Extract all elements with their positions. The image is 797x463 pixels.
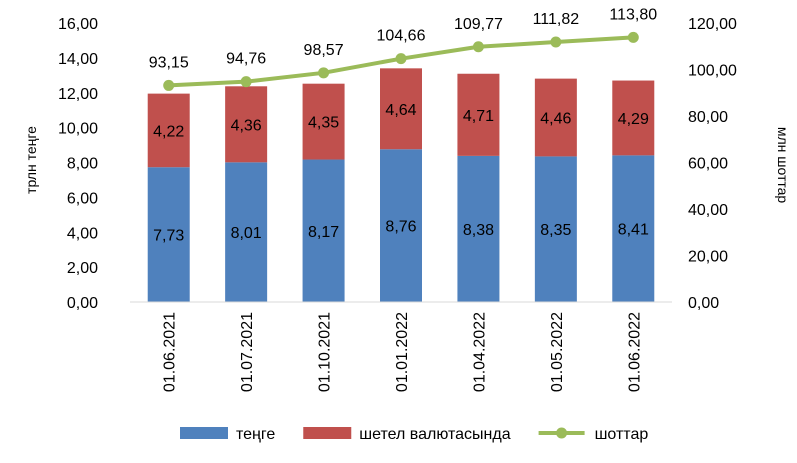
bar-data-label: 4,35: [308, 115, 339, 132]
bar-data-label: 4,64: [385, 102, 416, 119]
legend-label: шетел валютасында: [359, 426, 510, 443]
bar-data-label: 4,46: [540, 111, 571, 128]
line-point: [550, 36, 562, 48]
bar-foreign: [380, 68, 422, 150]
bar-tenge: [534, 156, 577, 302]
y2-tick-label: 100,00: [688, 63, 737, 80]
y2-tick-label: 120,00: [688, 16, 737, 33]
y2-tick-label: 40,00: [688, 202, 728, 219]
bar-data-label: 7,73: [153, 228, 184, 245]
bar-foreign: [147, 93, 190, 168]
line-series: 93,15 94,76 98,57 104,66 109,77 111,82 113,80: [149, 6, 657, 91]
y2-tick-label: 0,00: [688, 295, 719, 312]
x-tick-label: 01.01.2022: [394, 312, 411, 392]
bar-data-label: 8,01: [231, 225, 262, 242]
line-point: [163, 79, 175, 91]
bar-data-label: 8,38: [463, 222, 494, 239]
x-tick-label: 01.06.2022: [626, 312, 643, 392]
y-tick-label: 4,00: [67, 225, 98, 242]
y-tick-label: 12,00: [58, 86, 98, 103]
bar-foreign: [225, 86, 268, 163]
legend-label: шоттар: [595, 426, 649, 443]
line-point: [472, 41, 484, 53]
line-data-label: 113,80: [609, 6, 657, 23]
y-tick-label: 0,00: [67, 295, 98, 312]
bar-tenge: [380, 149, 422, 302]
x-tick-label: 01.04.2022: [471, 312, 488, 392]
bar-data-label: 4,71: [463, 108, 494, 125]
legend: теңге шетел валютасында шоттар: [180, 426, 648, 443]
bar-data-label: 4,36: [231, 117, 262, 134]
x-tick-label: 01.06.2021: [162, 312, 179, 392]
legend-label: теңге: [236, 426, 275, 443]
x-tick-label: 01.05.2022: [549, 312, 566, 392]
bar-data-label: 8,17: [308, 224, 339, 241]
line-point: [395, 53, 407, 65]
bar-data-label: 4,22: [153, 123, 184, 140]
legend-swatch: [303, 427, 352, 439]
line-data-label: 104,66: [377, 28, 426, 45]
y-tick-label: 16,00: [58, 16, 98, 33]
bar-foreign: [612, 80, 655, 156]
bar-foreign: [457, 73, 500, 156]
x-tick-label: 01.07.2021: [239, 312, 256, 392]
bar-foreign: [302, 83, 345, 160]
y-tick-label: 10,00: [58, 121, 98, 138]
line-data-label: 109,77: [454, 16, 503, 33]
y2-tick-label: 60,00: [688, 156, 728, 173]
y-tick-label: 14,00: [58, 51, 98, 68]
bar-tenge: [302, 159, 345, 302]
line-data-label: 111,82: [533, 11, 580, 28]
bar-tenge: [612, 155, 655, 302]
y2-tick-label: 20,00: [688, 249, 728, 266]
line-data-label: 93,15: [149, 54, 189, 71]
x-axis-ticks: 01.06.2021 01.07.2021 01.10.2021 01.01.2022…: [162, 312, 644, 392]
bar-tenge: [457, 155, 500, 302]
bar-data-label: 8,35: [540, 222, 571, 239]
line-data-label: 98,57: [304, 42, 344, 59]
bar-tenge: [225, 162, 268, 302]
y-axis-ticks: 0,00 2,00 4,00 6,00 8,00 10,00 12,00 14,00 16,00: [58, 16, 98, 312]
y-axis-title: трлн теңге: [23, 126, 39, 194]
x-tick-label: 01.10.2021: [317, 312, 334, 392]
y-tick-label: 8,00: [67, 156, 98, 173]
legend-swatch: [180, 427, 228, 439]
bar-data-label: 8,41: [618, 222, 649, 239]
y-tick-label: 2,00: [67, 260, 98, 277]
y2-axis-ticks: 0,00 20,00 40,00 60,00 80,00 100,00 120,00: [688, 16, 737, 312]
bars: 7,73 4,22 8,01 4,36 8,17 4,35 8,76 4,64 8,38 4,71…: [147, 68, 655, 302]
y-tick-label: 6,00: [67, 190, 98, 207]
bar-foreign: [534, 78, 577, 157]
line-point: [627, 31, 639, 43]
y2-axis-title: млн шоттар: [775, 127, 791, 204]
y2-tick-label: 80,00: [688, 109, 728, 126]
legend-marker: [556, 427, 568, 439]
bar-data-label: 4,29: [618, 111, 649, 128]
bar-tenge: [147, 167, 190, 302]
line-point: [240, 76, 252, 88]
line-point: [318, 67, 330, 79]
line-data-label: 94,76: [226, 51, 266, 68]
bar-data-label: 8,76: [385, 219, 416, 236]
